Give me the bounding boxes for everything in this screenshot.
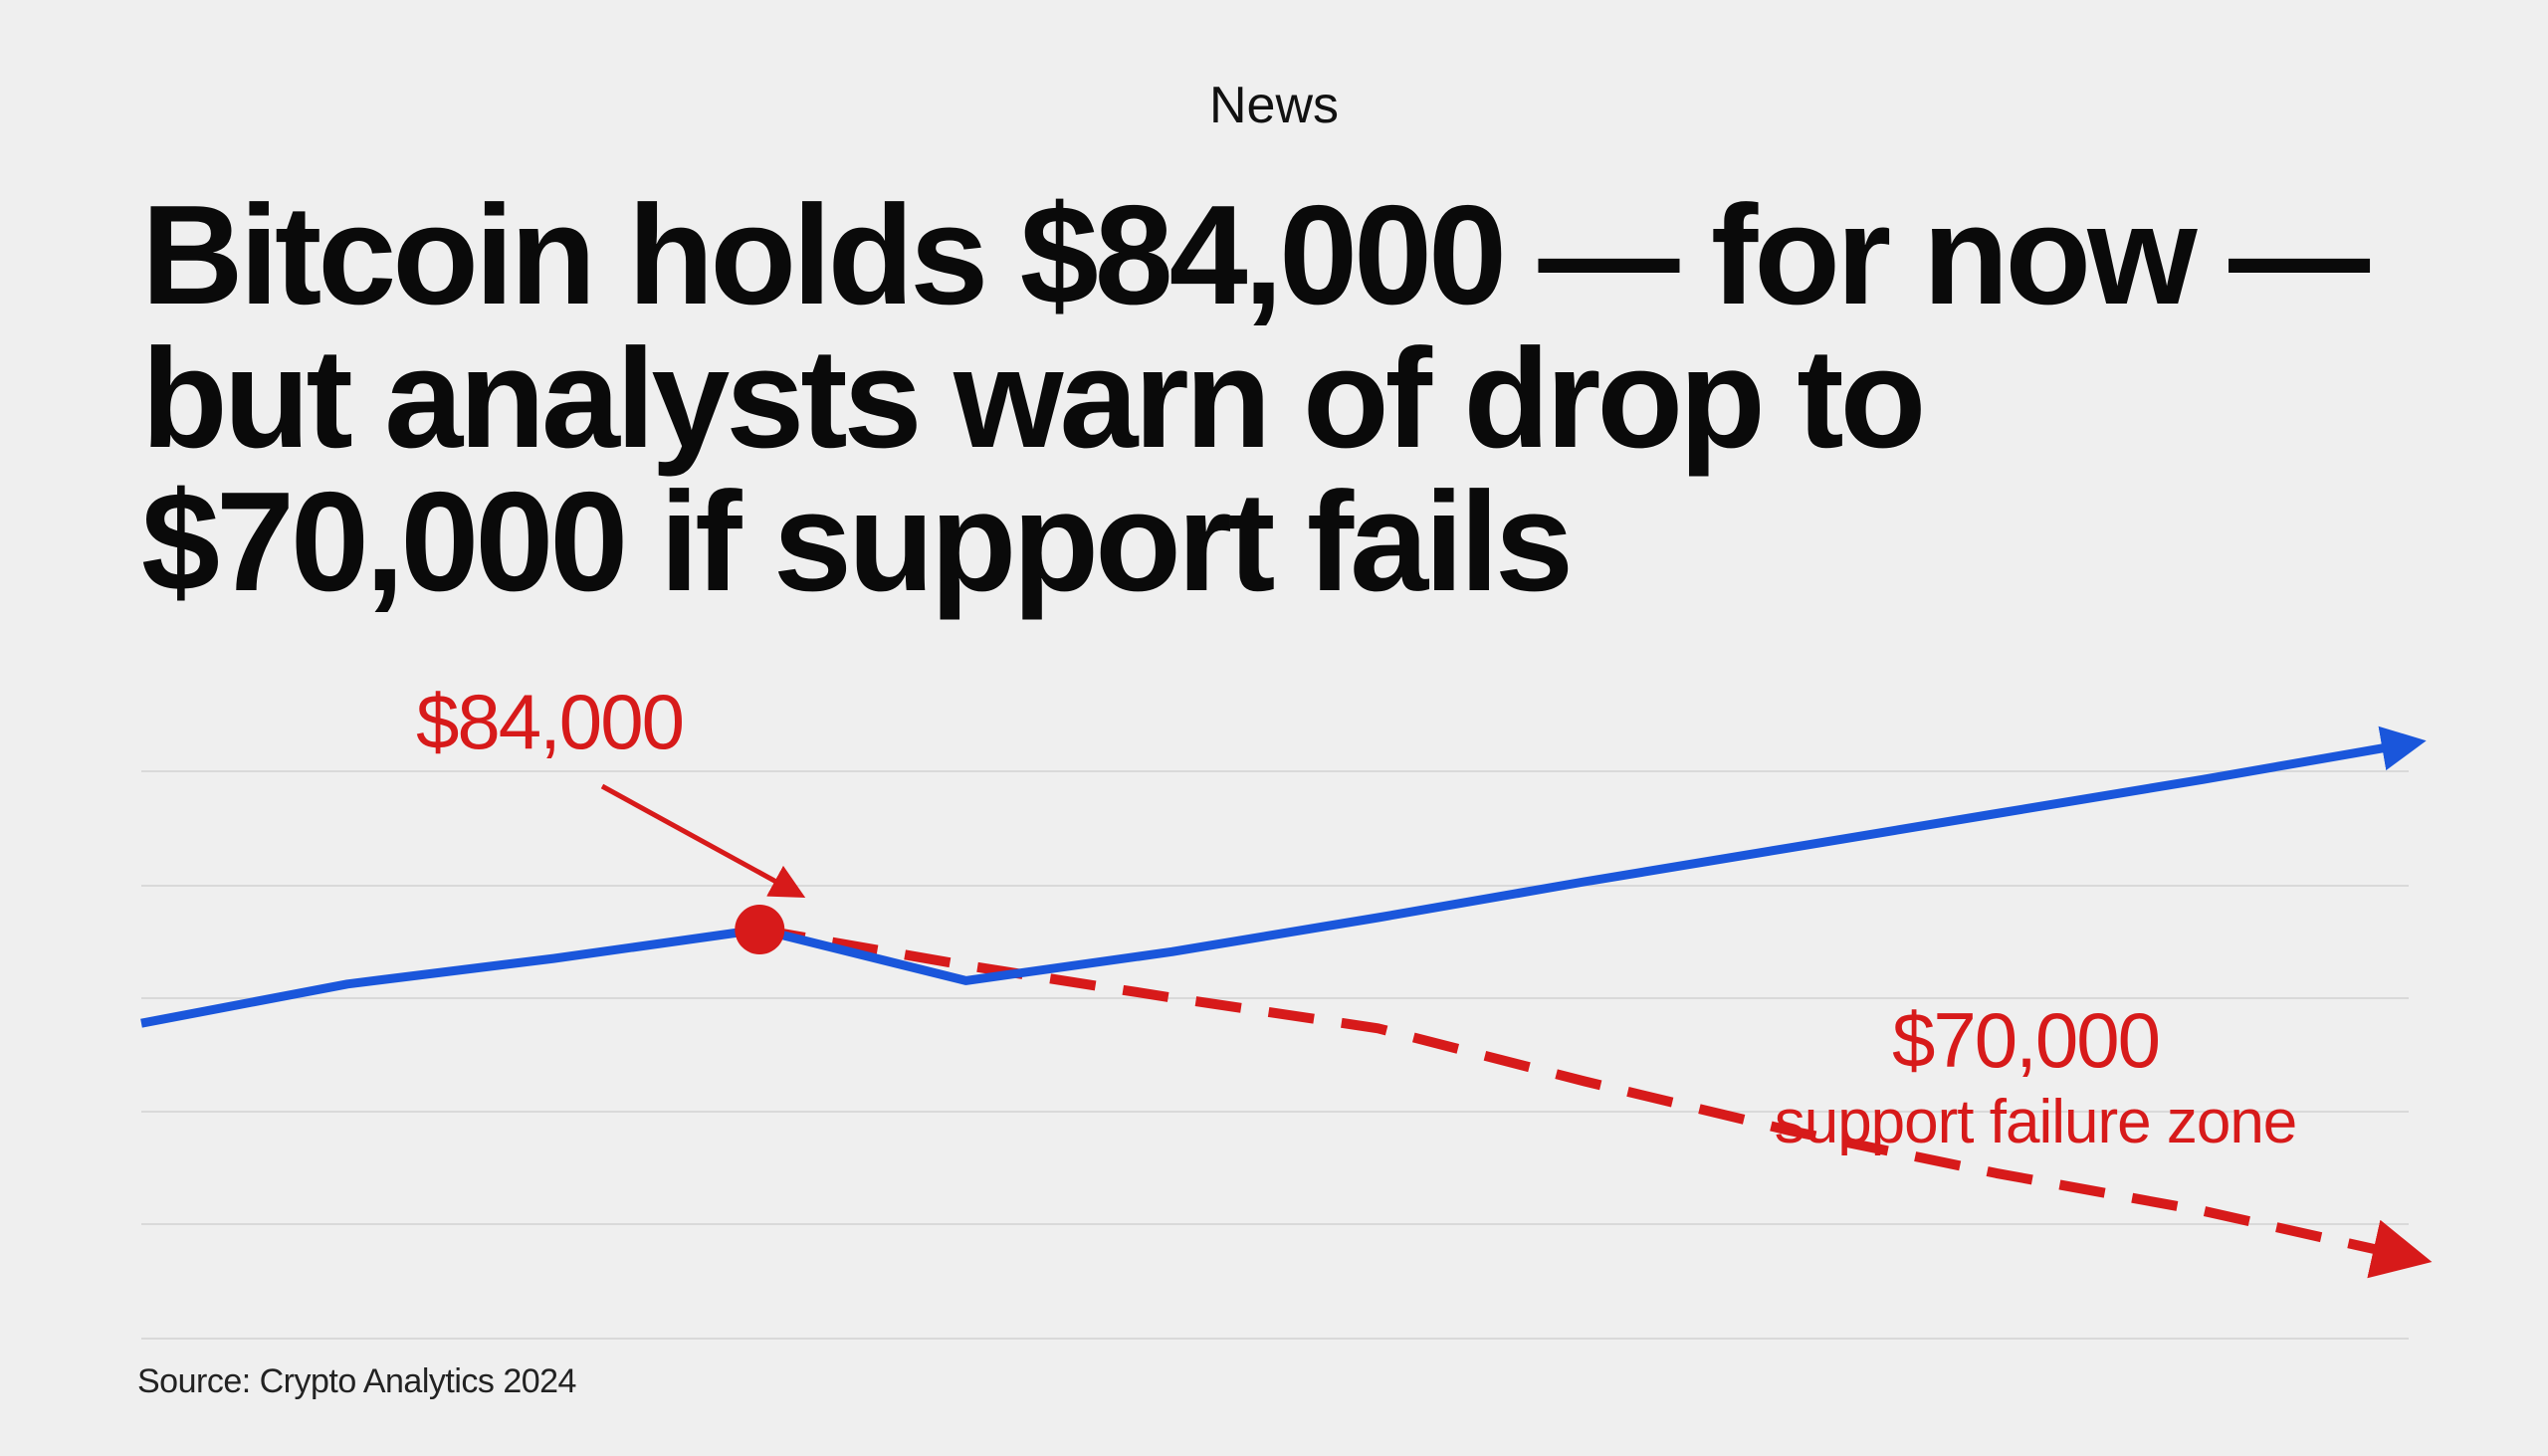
grid-lines	[141, 770, 2409, 1340]
source-note: Source: Crypto Analytics 2024	[137, 1362, 576, 1400]
section-kicker: News	[1208, 77, 1340, 134]
forecast-dashed-line	[758, 925, 2433, 1279]
annotation-layer: $84,000 $70,000 support failure zone	[416, 678, 2297, 1156]
annotation-sublabel-support-failure-zone: support failure zone	[1775, 1088, 2297, 1156]
headline: Bitcoin holds $84,000 — for now — but an…	[141, 184, 2460, 614]
annotation-label-84000: $84,000	[416, 678, 683, 765]
annotation-pointer-arrow	[600, 783, 806, 899]
annotation-label-70000: $70,000	[1892, 996, 2159, 1084]
headline-line-2: but analysts warn of drop to	[141, 319, 1926, 478]
support-point-marker	[735, 905, 785, 954]
series-layer	[140, 726, 2433, 1279]
price-line	[140, 726, 2427, 1028]
headline-line-3: $70,000 if support fails	[141, 463, 1574, 621]
headline-line-1: Bitcoin holds $84,000 — for now —	[141, 176, 2370, 334]
